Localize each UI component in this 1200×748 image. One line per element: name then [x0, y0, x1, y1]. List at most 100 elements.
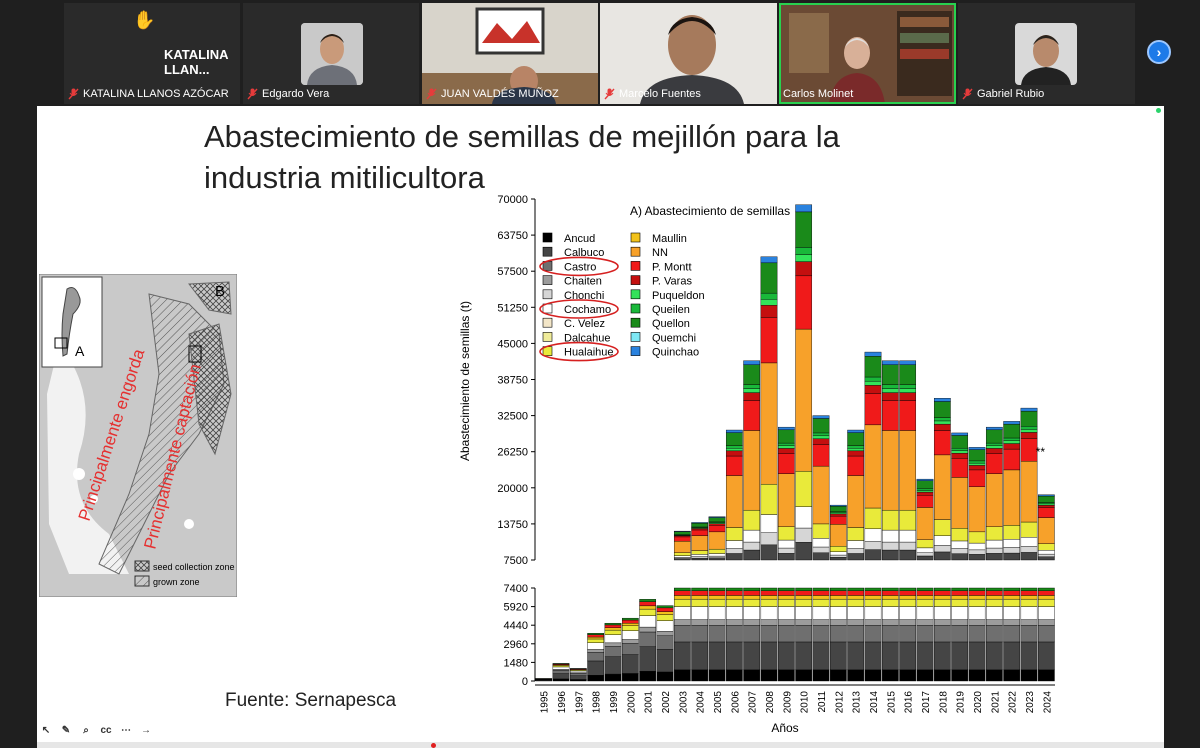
pen-tool-icon[interactable]: ✎: [58, 722, 74, 738]
bar-segment-lower: [933, 598, 951, 607]
participant-tile-edgardo[interactable]: Edgardo Vera: [243, 3, 419, 104]
bar-segment-upper: [933, 417, 951, 422]
bar-segment-lower: [569, 670, 587, 673]
bar-segment-upper: [847, 548, 865, 554]
legend-label: Quemchi: [652, 332, 696, 344]
bar-segment-lower: [899, 619, 917, 626]
forward-icon[interactable]: →: [138, 722, 154, 738]
bar-segment-upper: [847, 432, 865, 446]
bar-segment-upper: [968, 486, 986, 533]
bar-segment-lower: [1003, 625, 1021, 643]
bar-segment-upper: [899, 509, 917, 531]
bar-segment-lower: [725, 598, 743, 607]
bar-segment-lower: [673, 619, 691, 626]
more-icon[interactable]: ⋯: [118, 722, 134, 738]
map-legend-seed: seed collection zone: [153, 562, 235, 572]
bar-segment-lower: [1003, 606, 1021, 620]
bar-segment-upper: [691, 556, 709, 559]
bar-segment-lower: [812, 669, 830, 682]
participant-tile-marcelo[interactable]: Marcelo Fuentes: [600, 3, 777, 104]
bar-segment-upper: [777, 448, 795, 454]
y-tick-label: 51250: [497, 302, 528, 314]
zoom-tool-icon[interactable]: ⌕: [78, 722, 94, 738]
shared-slide: Abastecimiento de semillas de mejillón p…: [37, 106, 1164, 742]
bar-segment-lower: [881, 641, 899, 671]
bar-segment-lower: [743, 619, 761, 626]
bar-segment-upper: [985, 539, 1003, 549]
bar-segment-lower: [951, 606, 969, 620]
bar-segment-upper: [760, 514, 778, 533]
mic-muted-icon: [604, 88, 615, 100]
bar-segment-upper: [812, 523, 830, 539]
captions-icon[interactable]: cc: [98, 722, 114, 738]
bar-segment-upper: [916, 478, 934, 481]
participant-tile-carlos[interactable]: Carlos Molinet: [779, 3, 956, 104]
inset-label: A: [75, 343, 85, 359]
bar-segment-lower: [899, 590, 917, 596]
bar-segment-lower: [673, 641, 691, 671]
bar-segment-upper: [899, 529, 917, 543]
bar-segment-upper: [673, 555, 691, 558]
bar-segment-upper: [847, 553, 865, 561]
bar-segment-upper: [795, 527, 813, 543]
video-feed: [779, 3, 956, 104]
bar-segment-upper: [916, 552, 934, 557]
pointer-tool-icon[interactable]: ↖: [38, 722, 54, 738]
bar-segment-lower: [899, 641, 917, 671]
bar-segment-lower: [933, 595, 951, 600]
bar-segment-lower: [743, 641, 761, 671]
participant-name: JUAN VALDÉS MUÑOZ: [441, 88, 559, 100]
video-feed: [422, 3, 598, 104]
bar-segment-lower: [1037, 606, 1055, 620]
bar-segment-lower: [1003, 595, 1021, 600]
bar-segment-lower: [933, 641, 951, 671]
bar-segment-upper: [1020, 426, 1038, 430]
bar-segment-upper: [743, 388, 761, 393]
participant-tile-gabriel[interactable]: Gabriel Rubio: [958, 3, 1135, 104]
bar-segment-upper: [1003, 539, 1021, 548]
bar-segment-upper: [933, 420, 951, 425]
bar-segment-upper: [881, 388, 899, 393]
bar-segment-lower: [621, 643, 639, 655]
bar-segment-lower: [639, 631, 657, 647]
panel-label: B: [215, 283, 225, 300]
bar-segment-upper: [829, 551, 847, 556]
bar-segment-lower: [951, 590, 969, 596]
bar-segment-lower: [864, 590, 882, 596]
next-page-button[interactable]: ›: [1147, 40, 1171, 64]
x-tick-label: 2024: [1042, 691, 1053, 714]
bar-segment-upper: [708, 548, 726, 554]
bar-segment-lower: [621, 654, 639, 674]
x-tick-label: 2023: [1025, 691, 1036, 714]
bar-segment-upper: [777, 526, 795, 541]
bar-segment-upper: [864, 393, 882, 426]
bar-segment-upper: [760, 256, 778, 264]
bar-segment-upper: [725, 445, 743, 449]
bar-segment-upper: [881, 430, 899, 511]
bar-segment-lower: [656, 605, 674, 609]
bar-segment-upper: [795, 211, 813, 248]
bar-segment-lower: [777, 595, 795, 600]
bar-segment-upper: [951, 477, 969, 529]
bar-segment-upper: [725, 475, 743, 528]
x-tick-label: 2007: [748, 691, 759, 714]
bar-segment-upper: [916, 547, 934, 553]
bar-segment-lower: [968, 590, 986, 596]
bar-segment-upper: [812, 552, 830, 561]
bar-segment-lower: [1003, 587, 1021, 591]
bar-segment-lower: [639, 646, 657, 672]
bar-segment-lower: [985, 598, 1003, 607]
x-tick-label: 2011: [817, 691, 828, 713]
participant-tile-juan[interactable]: JUAN VALDÉS MUÑOZ: [422, 3, 598, 104]
bar-segment-lower: [951, 641, 969, 671]
bar-segment-upper: [1003, 440, 1021, 444]
bar-segment-upper: [933, 454, 951, 520]
bar-segment-lower: [899, 595, 917, 600]
bar-segment-upper: [881, 392, 899, 401]
bar-segment-lower: [587, 638, 605, 643]
bar-segment-upper: [829, 546, 847, 552]
participant-tile-katalina[interactable]: ✋ KATALINA LLAN... KATALINA LLANOS AZÓCA…: [64, 3, 240, 104]
bar-segment-upper: [864, 528, 882, 542]
legend-label: C. Velez: [564, 318, 605, 330]
bar-segment-upper: [708, 525, 726, 533]
